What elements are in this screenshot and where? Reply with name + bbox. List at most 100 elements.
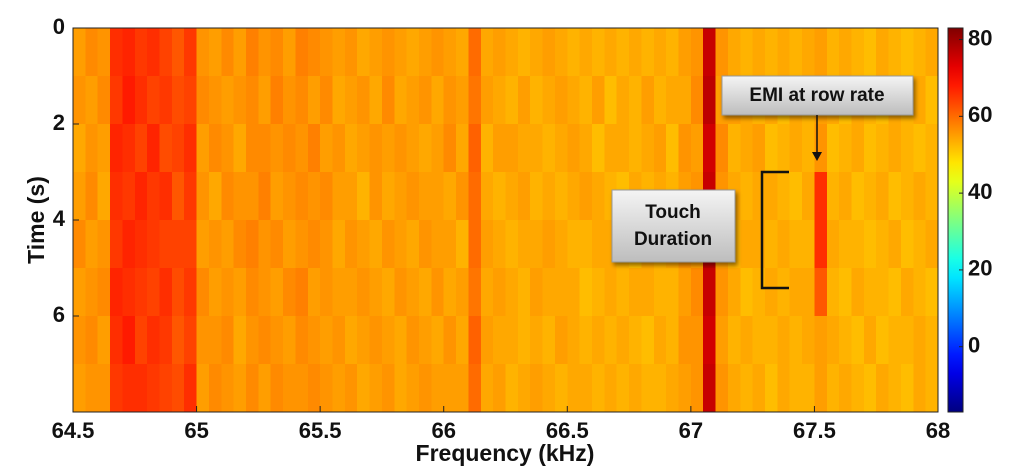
cell: [320, 220, 333, 269]
cell: [159, 28, 173, 77]
x-tick-label: 65: [184, 418, 208, 443]
x-tick-label: 65.5: [299, 418, 342, 443]
cell: [777, 364, 791, 413]
cell: [85, 124, 99, 173]
cell: [690, 124, 704, 173]
cell: [740, 364, 754, 413]
cell: [381, 28, 395, 77]
cell: [258, 316, 272, 365]
cell: [678, 316, 692, 365]
cell: [777, 172, 791, 221]
cell: [925, 76, 939, 125]
cell: [826, 220, 840, 269]
cell: [246, 124, 259, 173]
cell: [592, 316, 605, 365]
cell: [419, 316, 432, 365]
cell: [727, 316, 741, 365]
cell: [110, 316, 123, 365]
cell: [814, 172, 828, 221]
cell: [196, 124, 210, 173]
cell: [530, 124, 544, 173]
cell: [258, 124, 272, 173]
cell: [542, 172, 556, 221]
cell: [196, 364, 210, 413]
cell: [925, 316, 939, 365]
cell: [468, 28, 482, 77]
cell: [900, 316, 914, 365]
cell: [876, 364, 890, 413]
cell: [826, 316, 840, 365]
cell: [925, 172, 939, 221]
cell: [307, 268, 321, 317]
cell: [73, 124, 86, 173]
cell: [208, 28, 222, 77]
cell: [826, 268, 840, 317]
cell: [456, 364, 469, 413]
cell: [888, 172, 902, 221]
cell: [110, 28, 123, 77]
cell: [592, 172, 605, 221]
x-tick-label: 64.5: [52, 418, 95, 443]
cell: [134, 124, 148, 173]
cell: [740, 268, 754, 317]
cell: [85, 268, 99, 317]
cell: [147, 268, 160, 317]
cell: [554, 76, 568, 125]
cell: [542, 28, 556, 77]
cell: [505, 28, 519, 77]
cell: [233, 220, 247, 269]
cell: [863, 364, 877, 413]
cell: [839, 124, 852, 173]
cell: [888, 316, 902, 365]
cell: [703, 316, 717, 365]
cell: [851, 364, 865, 413]
cell: [208, 316, 222, 365]
cell: [73, 364, 86, 413]
cell: [900, 28, 914, 77]
cell: [110, 220, 123, 269]
cell: [493, 124, 506, 173]
cell: [122, 124, 136, 173]
cell: [777, 268, 791, 317]
cell: [283, 316, 296, 365]
cell: [394, 268, 408, 317]
cell: [97, 76, 111, 125]
cell: [208, 124, 222, 173]
cell: [752, 28, 766, 77]
cell: [171, 172, 185, 221]
cell: [765, 172, 778, 221]
cell: [703, 28, 717, 77]
cell: [419, 364, 432, 413]
cell: [332, 316, 346, 365]
cell: [307, 124, 321, 173]
cell: [802, 316, 815, 365]
cell: [530, 76, 544, 125]
cell: [641, 76, 655, 125]
cell: [480, 364, 494, 413]
cell: [406, 76, 420, 125]
cell: [802, 172, 815, 221]
cell: [616, 268, 630, 317]
cell: [493, 76, 506, 125]
cell: [629, 124, 642, 173]
cell: [246, 364, 259, 413]
cell: [925, 364, 939, 413]
cell: [184, 124, 198, 173]
cell: [332, 268, 346, 317]
cell: [752, 124, 766, 173]
cell: [789, 28, 803, 77]
bracket: [760, 170, 789, 290]
cell: [752, 172, 766, 221]
cell: [357, 28, 371, 77]
cell: [357, 364, 371, 413]
cell: [863, 28, 877, 77]
cell: [839, 316, 852, 365]
cell: [863, 268, 877, 317]
cell: [147, 316, 160, 365]
heatmap: [73, 28, 939, 413]
cell: [419, 220, 432, 269]
cell: [283, 28, 296, 77]
cell: [752, 268, 766, 317]
cell: [159, 316, 173, 365]
